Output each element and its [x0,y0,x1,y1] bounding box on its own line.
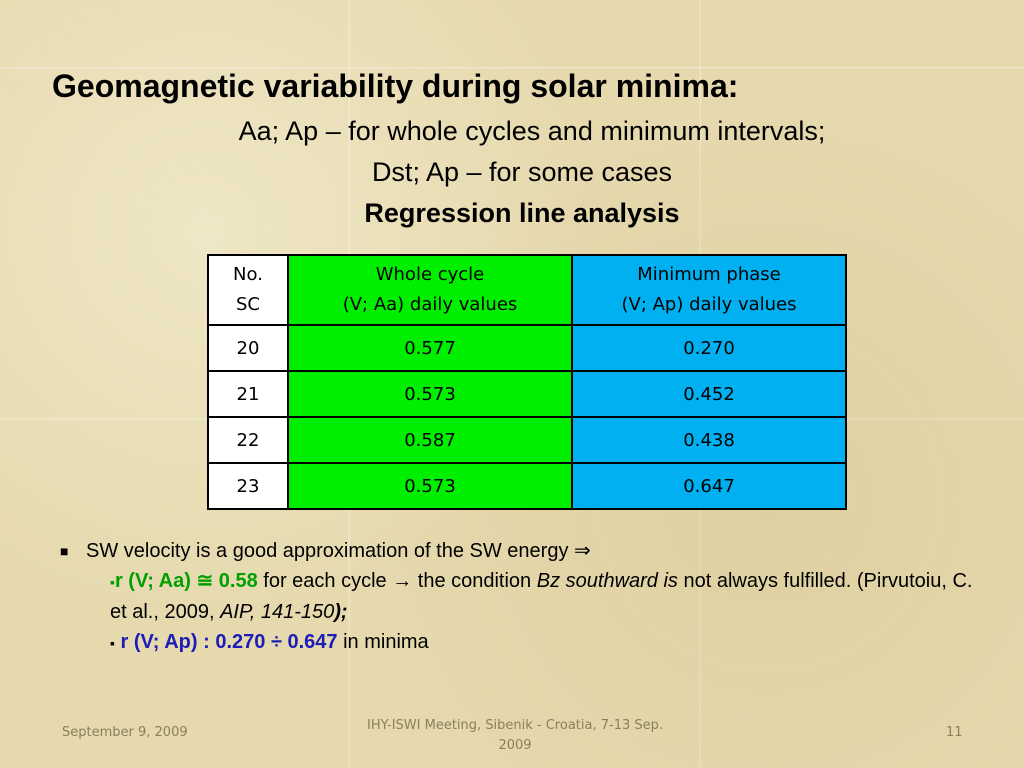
cell-minimum: 0.270 [571,324,847,372]
square-bullet-icon: ■ [60,543,69,559]
bullet-sub-2: ▪ r (V; Ap) : 0.270 ÷ 0.647 in minima [58,627,988,658]
slide-subtitle-2: Dst; Ap – for some cases [371,157,673,187]
cell-minimum: 0.647 [571,462,847,510]
cell-sc: 23 [207,462,289,510]
header-minimum-phase: Minimum phase (V; Ap) daily values [571,254,847,326]
footer-date: September 9, 2009 [62,725,188,740]
cell-sc: 20 [207,324,289,372]
cell-minimum: 0.452 [571,370,847,418]
table-row: 23 0.573 0.647 [207,462,847,510]
citation-end: ); [334,601,348,623]
slide-subtitle-3: Regression line analysis [364,198,680,228]
cell-minimum: 0.438 [571,416,847,464]
table-row: 20 0.577 0.270 [207,324,847,372]
cell-sc: 22 [207,416,289,464]
footer-page-number: 11 [946,725,963,740]
bullet-sub-1: ▪r (V; Aa) ≅ 0.58 for each cycle → the c… [58,566,988,627]
bullet-sub-1-text-2: not always fulfilled. (Pirvutoiu, C. et … [110,570,973,623]
bullet-list: ■ SW velocity is a good approximation of… [58,536,988,658]
cell-whole: 0.573 [287,370,573,418]
header-line: No. [233,264,263,285]
table-row: 22 0.587 0.438 [207,416,847,464]
citation: AIP, 141-150 [220,601,335,623]
header-line: (V; Aa) daily values [342,294,518,315]
header-whole-cycle: Whole cycle (V; Aa) daily values [287,254,573,326]
r-aa-label: r (V; Aa) ≅ 0.58 [114,570,258,592]
cell-whole: 0.577 [287,324,573,372]
footer-event: IHY-ISWI Meeting, Sibenik - Croatia, 7-1… [367,718,663,753]
cell-whole: 0.573 [287,462,573,510]
cell-sc: 21 [207,370,289,418]
bullet-main-text: SW velocity is a good approximation of t… [86,540,591,562]
cell-whole: 0.587 [287,416,573,464]
slide-subtitle-1: Aa; Ap – for whole cycles and minimum in… [238,116,826,146]
bullet-main: ■ SW velocity is a good approximation of… [58,536,988,566]
header-line: SC [236,294,260,315]
bullet-sub-1-text: for each cycle → the condition [257,570,537,592]
header-line: Whole cycle [375,264,485,285]
regression-table: No. SC Whole cycle (V; Aa) daily values … [207,254,847,510]
r-ap-label: r (V; Ap) : 0.270 ÷ 0.647 [120,631,338,653]
table-row: 21 0.573 0.452 [207,370,847,418]
header-no-sc: No. SC [207,254,289,326]
bullet-sub-2-text: in minima [337,631,429,653]
table-header-row: No. SC Whole cycle (V; Aa) daily values … [207,254,847,326]
header-line: Minimum phase [637,264,781,285]
square-bullet-icon: ▪ [110,635,115,651]
header-line: (V; Ap) daily values [621,294,797,315]
slide-title: Geomagnetic variability during solar min… [52,68,739,104]
bz-southward-text: Bz southward is [536,570,678,592]
square-bullet-icon: ▪ [110,574,115,590]
